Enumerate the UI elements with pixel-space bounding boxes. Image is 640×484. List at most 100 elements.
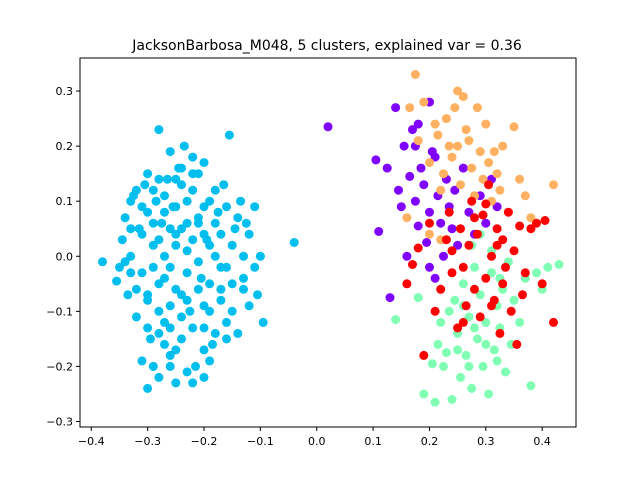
data-point-series-1 — [453, 240, 463, 250]
data-point-series-2 — [478, 174, 488, 184]
data-point-series-0 — [193, 213, 203, 223]
data-point-series-0 — [165, 147, 175, 157]
data-point-series-0 — [148, 240, 158, 250]
y-tick-label: 0.1 — [56, 195, 74, 208]
data-point-series-0 — [216, 262, 226, 272]
data-point-series-0 — [250, 262, 260, 272]
data-point-series-4 — [549, 317, 558, 327]
data-point-series-0 — [140, 180, 150, 190]
data-point-series-1 — [450, 185, 460, 195]
data-point-series-3 — [453, 345, 463, 355]
data-point-series-1 — [408, 125, 417, 135]
data-point-series-0 — [154, 125, 164, 135]
data-point-series-2 — [475, 147, 485, 157]
data-point-series-0 — [188, 169, 198, 179]
x-tick-label: 0.1 — [364, 435, 382, 448]
data-point-series-0 — [210, 251, 220, 261]
data-point-series-3 — [430, 397, 440, 407]
data-point-series-0 — [230, 224, 240, 234]
data-point-series-4 — [425, 218, 434, 228]
data-point-series-0 — [205, 356, 215, 366]
data-point-series-0 — [148, 361, 158, 371]
data-point-series-4 — [501, 262, 510, 272]
data-point-series-4 — [518, 290, 527, 300]
data-point-series-4 — [503, 207, 513, 217]
data-point-series-2 — [481, 119, 491, 129]
chart-title: JacksonBarbosa_M048, 5 clusters, explain… — [131, 38, 522, 54]
data-point-series-4 — [408, 260, 417, 269]
data-point-series-0 — [126, 251, 136, 261]
data-point-series-0 — [210, 185, 220, 195]
data-point-series-2 — [484, 158, 494, 168]
data-point-series-2 — [453, 141, 463, 151]
data-point-series-0 — [126, 196, 136, 206]
data-point-series-0 — [210, 218, 220, 228]
data-point-series-4 — [430, 306, 440, 316]
data-point-series-0 — [222, 334, 231, 344]
data-point-series-3 — [458, 279, 468, 289]
data-point-series-0 — [182, 367, 192, 377]
data-point-series-0 — [177, 290, 186, 300]
data-point-series-4 — [484, 180, 494, 190]
data-point-series-3 — [470, 262, 479, 272]
data-point-series-2 — [549, 180, 558, 190]
data-point-series-0 — [171, 174, 181, 184]
data-point-series-0 — [255, 251, 265, 261]
data-point-series-0 — [154, 174, 164, 184]
data-point-series-2 — [520, 191, 530, 201]
data-point-series-4 — [495, 328, 505, 338]
data-point-series-0 — [137, 356, 147, 366]
data-point-series-3 — [487, 268, 496, 278]
data-point-series-0 — [137, 268, 147, 278]
data-point-series-4 — [402, 279, 412, 289]
data-point-series-1 — [425, 262, 434, 272]
data-point-series-3 — [554, 260, 564, 269]
data-point-series-0 — [227, 279, 237, 289]
data-point-series-0 — [160, 339, 169, 349]
data-point-series-1 — [405, 171, 415, 181]
data-point-series-3 — [489, 345, 499, 355]
data-point-series-1 — [439, 251, 448, 261]
data-point-series-2 — [453, 86, 463, 96]
data-point-series-4 — [458, 262, 468, 272]
data-point-series-2 — [436, 185, 446, 195]
data-point-series-1 — [410, 196, 420, 206]
data-point-series-2 — [458, 92, 468, 102]
data-point-series-2 — [402, 213, 412, 223]
data-point-series-0 — [131, 312, 141, 322]
data-point-series-1 — [425, 207, 434, 217]
data-point-series-1 — [413, 119, 423, 129]
data-point-series-0 — [143, 207, 153, 217]
data-point-series-1 — [385, 293, 395, 303]
data-point-series-0 — [258, 317, 268, 327]
data-point-series-0 — [239, 273, 248, 283]
x-tick-label: −0.3 — [134, 435, 161, 448]
data-point-series-0 — [216, 295, 226, 305]
data-point-series-0 — [171, 240, 181, 250]
data-point-series-4 — [413, 243, 423, 253]
data-point-series-1 — [419, 180, 429, 190]
data-point-series-0 — [182, 246, 192, 256]
data-point-series-3 — [439, 361, 448, 371]
data-point-series-4 — [456, 224, 465, 234]
data-point-series-0 — [177, 334, 186, 344]
data-point-series-0 — [233, 213, 243, 223]
data-point-series-3 — [501, 367, 510, 377]
data-point-series-3 — [447, 395, 457, 404]
data-point-series-2 — [467, 163, 477, 173]
data-point-series-4 — [447, 268, 457, 278]
data-point-series-2 — [515, 174, 525, 184]
data-point-series-2 — [450, 103, 460, 113]
data-point-series-0 — [171, 202, 181, 212]
axes-layer: −0.4 −0.3 −0.2 −0.1 0.0 0.1 0.2 0.3 0.4 −0.3 −0.2 −… — [46, 85, 551, 448]
data-point-series-3 — [456, 372, 465, 382]
data-point-series-4 — [492, 224, 502, 234]
data-point-series-4 — [509, 246, 519, 256]
data-point-series-3 — [472, 334, 482, 344]
data-point-series-0 — [143, 169, 153, 179]
data-point-series-0 — [171, 229, 181, 239]
data-point-series-0 — [154, 372, 164, 382]
data-point-series-0 — [244, 301, 254, 311]
points-layer — [98, 70, 564, 407]
data-point-series-4 — [478, 210, 488, 220]
